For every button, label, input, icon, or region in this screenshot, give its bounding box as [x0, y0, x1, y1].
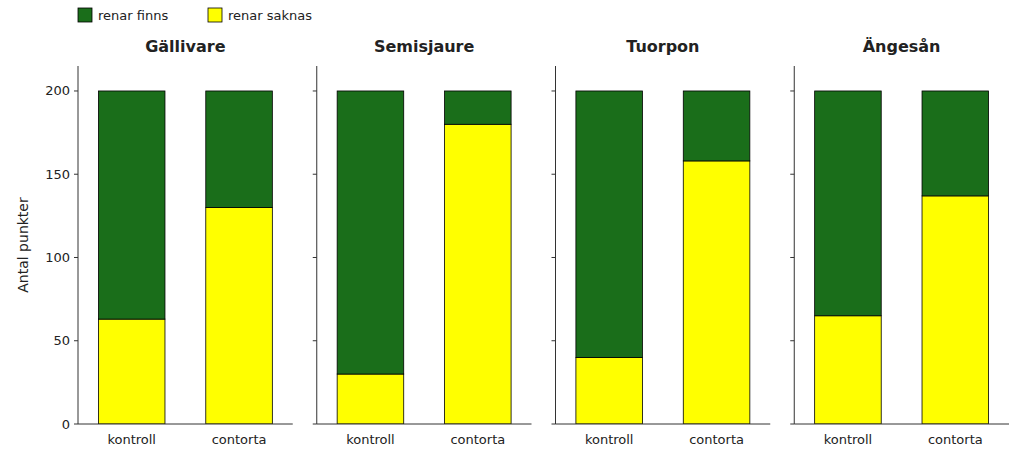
y-tick — [74, 424, 78, 425]
legend-swatch — [78, 8, 92, 22]
x-axis-line — [317, 424, 532, 425]
y-tick — [74, 90, 78, 91]
x-tick-label: kontroll — [346, 432, 395, 447]
y-tick-label: 150 — [45, 167, 70, 182]
x-tick-label: contorta — [689, 432, 744, 447]
legend-swatch — [208, 8, 222, 22]
y-tick-label: 200 — [45, 83, 70, 98]
legend-item: renar saknas — [208, 8, 312, 23]
bar-segment — [576, 357, 643, 424]
panel: Semisjaure kontroll contorta — [313, 37, 532, 447]
y-axis-line — [316, 66, 317, 424]
y-tick — [552, 90, 556, 91]
panel: Gällivare kontroll contorta 0 50 100 150 200 Ant… — [15, 37, 293, 447]
bar-segment — [445, 124, 512, 424]
legend-item: renar finns — [78, 8, 168, 23]
bar-segment — [337, 374, 404, 424]
y-tick — [313, 257, 317, 258]
panel: Tuorpon kontroll contorta — [552, 37, 771, 447]
y-tick — [790, 340, 794, 341]
legend: renar finns renar saknas — [78, 8, 312, 23]
bar-segment — [815, 91, 882, 316]
bar-segment — [98, 319, 165, 424]
y-tick — [552, 174, 556, 175]
x-tick-label: kontroll — [824, 432, 873, 447]
bars — [576, 91, 750, 424]
title: Gällivare — [145, 37, 226, 56]
bar-segment — [206, 208, 273, 424]
y-tick — [313, 424, 317, 425]
x-axis-line — [794, 424, 1009, 425]
x-axis-line — [556, 424, 771, 425]
y-tick — [74, 340, 78, 341]
y-axis-line — [794, 66, 795, 424]
y-tick-label: 100 — [45, 250, 70, 265]
bar-segment — [683, 161, 750, 424]
x-tick-label: kontroll — [107, 432, 156, 447]
bar-segment — [922, 196, 989, 424]
chart: Gällivare kontroll contorta 0 50 100 150 200 Ant… — [0, 0, 1023, 465]
y-tick-label: 50 — [53, 333, 70, 348]
title: Ängesån — [863, 37, 941, 56]
x-axis-line — [78, 424, 293, 425]
title: Tuorpon — [626, 37, 699, 56]
x-tick-label: kontroll — [585, 432, 634, 447]
bar-segment — [576, 91, 643, 357]
y-tick — [790, 174, 794, 175]
bar-segment — [445, 91, 512, 124]
x-tick-label: contorta — [450, 432, 505, 447]
y-tick — [790, 424, 794, 425]
y-tick — [313, 340, 317, 341]
x-tick-label: contorta — [928, 432, 983, 447]
panel: Ängesån kontroll contorta — [790, 37, 1009, 447]
bar-segment — [815, 316, 882, 424]
bar-segment — [337, 91, 404, 374]
y-axis-label: Antal punkter — [15, 197, 31, 293]
y-tick — [790, 257, 794, 258]
y-tick — [74, 174, 78, 175]
y-tick — [790, 90, 794, 91]
y-tick — [552, 424, 556, 425]
legend-label: renar saknas — [228, 8, 312, 23]
y-axis-line — [555, 66, 556, 424]
y-tick — [552, 340, 556, 341]
y-axis-line — [78, 66, 79, 424]
bars — [98, 91, 272, 424]
y-tick — [313, 174, 317, 175]
y-tick — [552, 257, 556, 258]
bars — [337, 91, 511, 424]
title: Semisjaure — [374, 37, 475, 56]
y-tick-label: 0 — [62, 417, 70, 432]
bar-segment — [206, 91, 273, 208]
bar-segment — [98, 91, 165, 319]
y-tick — [74, 257, 78, 258]
y-tick — [313, 90, 317, 91]
bar-segment — [922, 91, 989, 196]
bars — [815, 91, 989, 424]
x-tick-label: contorta — [212, 432, 267, 447]
legend-label: renar finns — [98, 8, 168, 23]
bar-segment — [683, 91, 750, 161]
